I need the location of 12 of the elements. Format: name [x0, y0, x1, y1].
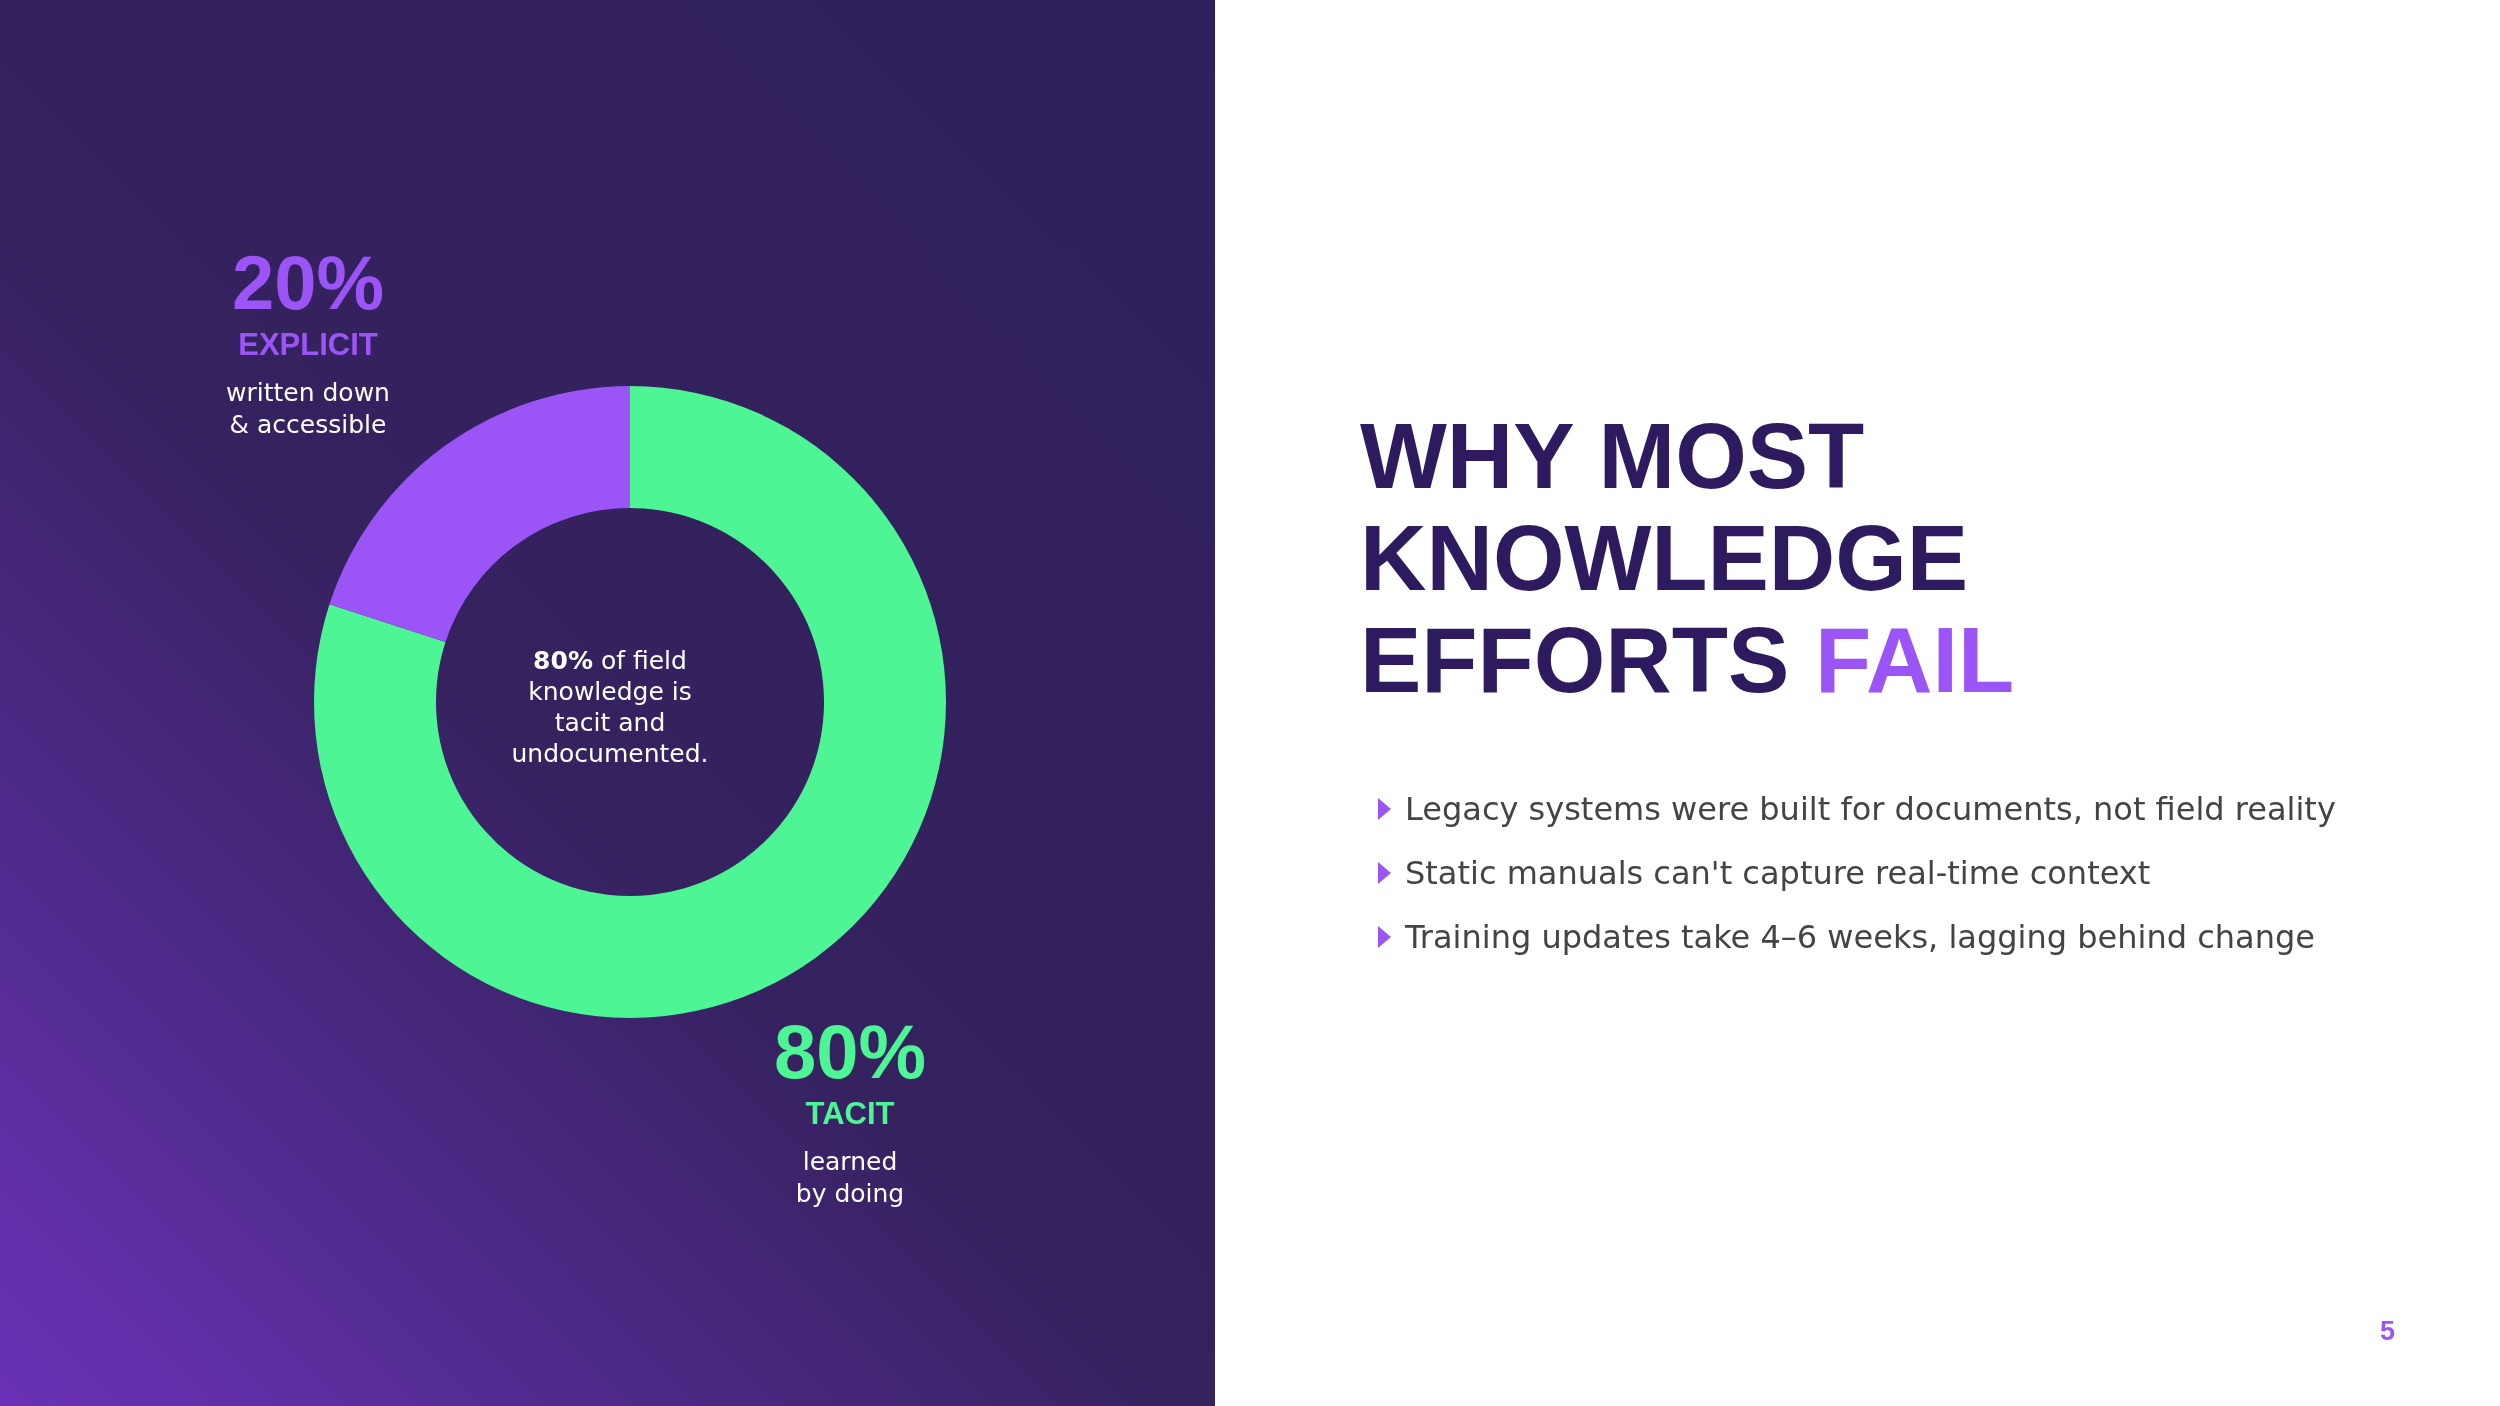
text: learned by doing	[794, 1146, 906, 1210]
text: Legacy systems were built for documents, not field reality	[1405, 790, 2336, 828]
data-label: 80%	[772, 1009, 928, 1094]
text: WHY MOST KNOWLEDGE EFFORTS FAIL	[1360, 405, 2016, 711]
text: Static manuals can't capture real-time context	[1405, 854, 2151, 892]
slice-label: TACIT	[804, 1096, 896, 1132]
text: written down & accessible	[225, 377, 391, 441]
text: 80% of field knowledge is tacit and undocumented.	[510, 645, 710, 769]
slice-label: EXPLICIT	[237, 327, 379, 363]
data-label: 20%	[230, 240, 386, 325]
text: 5	[2379, 1316, 2395, 1347]
text: Training updates take 4–6 weeks, lagging behind change	[1405, 918, 2315, 956]
